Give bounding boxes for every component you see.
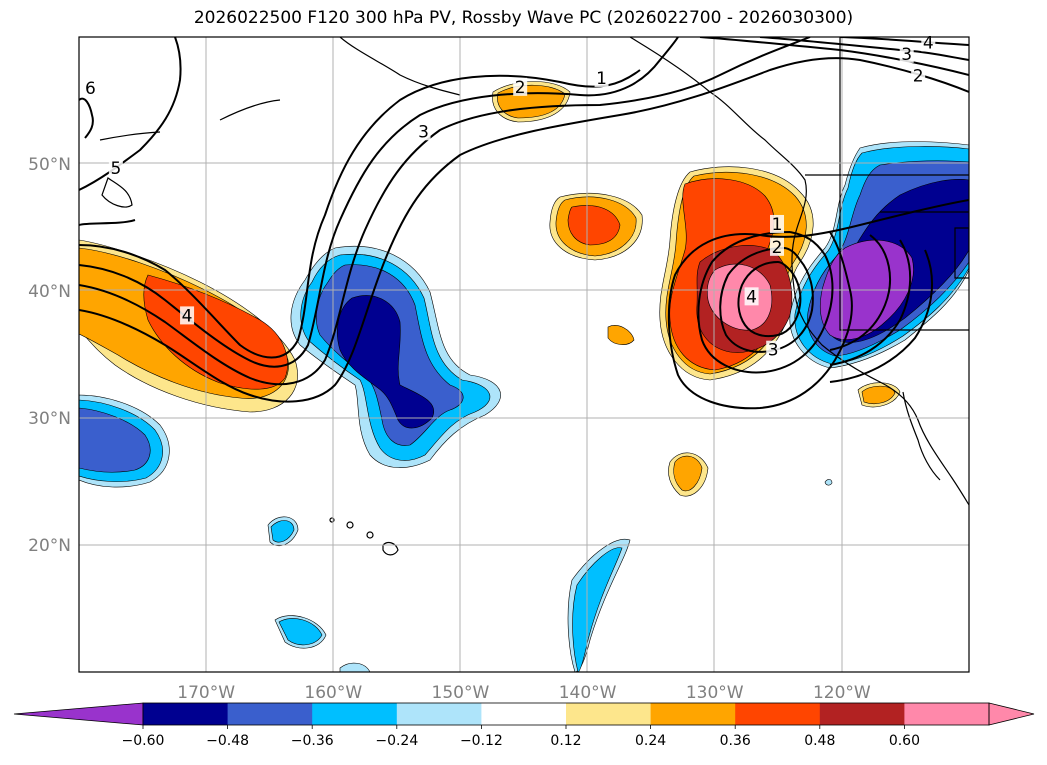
contour-label: 3: [901, 45, 912, 65]
map-title: 2026022500 F120 300 hPa PV, Rossby Wave …: [193, 8, 854, 28]
colorbar: [13, 702, 1035, 726]
colorbar-tick-label: −0.60: [122, 733, 165, 749]
contour-label: 2: [515, 78, 526, 98]
contour-label-bg: [770, 214, 785, 233]
colorbar-segment: [481, 703, 567, 725]
colorbar-segment: [904, 703, 990, 725]
colorbar-tick-label: 0.60: [889, 733, 920, 749]
lon-axis-labels: 170°W 160°W 150°W 140°W 130°W 120°W: [177, 683, 871, 703]
colorbar-tick-label: 0.12: [550, 733, 581, 749]
colorbar-segment: [396, 703, 482, 725]
lon-tick-label: 160°W: [304, 683, 362, 703]
contour-label: 4: [182, 306, 193, 326]
colorbar-segment: [735, 703, 821, 725]
contour-label-bg: [416, 122, 431, 141]
colorbar-tick-label: −0.48: [206, 733, 249, 749]
contour-label-bg: [83, 79, 98, 98]
lat-tick-label: 20°N: [28, 536, 71, 556]
colorbar-segment: [819, 703, 905, 725]
contour-label-bg: [766, 340, 781, 359]
colorbar-segment: [566, 703, 652, 725]
gridlines: [79, 37, 969, 672]
colorbar-tick-label: −0.24: [375, 733, 418, 749]
colorbar-tick-label: 0.24: [635, 733, 666, 749]
contour-label: 4: [923, 33, 934, 53]
contour-label: 2: [913, 66, 924, 86]
map-frame: [78, 36, 970, 673]
lon-tick-label: 130°W: [686, 683, 744, 703]
pv-shading: [79, 81, 969, 672]
contour-label-bg: [594, 68, 609, 87]
contour-label: 6: [85, 79, 96, 99]
colorbar-over-arrow: [988, 702, 1035, 726]
contour-label-bg: [108, 159, 123, 178]
contour-label-bg: [899, 44, 914, 63]
contour-label-bg: [180, 306, 195, 325]
colorbar-tick-labels: −0.60 −0.48 −0.36 −0.24 −0.12 0.12 0.24 0.36 0.4…: [122, 725, 920, 749]
colorbar-segment: [650, 703, 736, 725]
lon-tick-label: 140°W: [559, 683, 617, 703]
lon-tick-label: 120°W: [813, 683, 871, 703]
contour-label-bg: [513, 77, 528, 96]
contour-label-bg: [770, 237, 785, 256]
contour-label: 3: [768, 341, 779, 361]
colorbar-tick-label: −0.12: [460, 733, 503, 749]
lat-tick-label: 50°N: [28, 155, 71, 175]
contour-label-bg: [921, 33, 936, 52]
coastlines: [99, 37, 969, 556]
contour-label: 2: [772, 238, 783, 258]
colorbar-segment: [143, 703, 229, 725]
colorbar-under-arrow: [13, 702, 144, 726]
contour-label-bg: [911, 66, 926, 85]
colorbar-tick-label: 0.36: [720, 733, 751, 749]
lon-tick-label: 150°W: [432, 683, 490, 703]
contour-label: 4: [746, 287, 757, 307]
contour-label: 1: [772, 215, 783, 235]
contour-label-bg: [744, 287, 759, 306]
colorbar-tick-label: 0.48: [804, 733, 835, 749]
contour-label: 1: [596, 69, 607, 89]
lat-axis-labels: 20°N 30°N 40°N 50°N: [28, 155, 71, 556]
colorbar-segment: [312, 703, 398, 725]
lat-tick-label: 30°N: [28, 409, 71, 429]
pc-contours: [79, 37, 969, 410]
lon-tick-label: 170°W: [177, 683, 235, 703]
colorbar-tick-label: −0.36: [291, 733, 334, 749]
contour-label: 3: [418, 122, 429, 142]
colorbar-segment: [227, 703, 313, 725]
contour-label: 5: [110, 159, 121, 179]
lat-tick-label: 40°N: [28, 282, 71, 302]
